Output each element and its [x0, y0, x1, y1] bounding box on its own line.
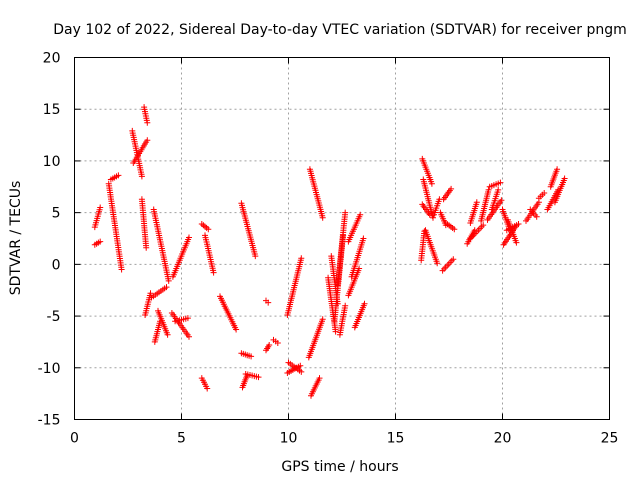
data-point-trace-22: [239, 373, 250, 391]
y-tick-label: -5: [47, 309, 61, 325]
data-point-trace-23: [242, 371, 262, 381]
data-point-trace-5: [130, 137, 151, 166]
data-point-trace-29: [284, 362, 304, 376]
data-point-trace-2: [105, 180, 125, 273]
data-point-trace-18: [202, 232, 217, 276]
data-point-trace-19: [217, 293, 240, 333]
data-point-trace-49: [439, 256, 457, 274]
data-point-trace-13: [169, 234, 192, 280]
x-tick-label: 25: [601, 431, 619, 447]
x-axis-label: GPS time / hours: [281, 459, 398, 475]
data-point-trace-41: [351, 300, 368, 331]
data-point-trace-56: [486, 179, 504, 190]
data-point-trace-37: [336, 302, 349, 338]
data-point-trace-43: [419, 155, 435, 187]
data-point-trace-31: [308, 375, 323, 399]
data-point-trace-57: [484, 197, 505, 223]
y-tick-label: -15: [38, 413, 61, 429]
data-point-trace-39: [345, 265, 363, 299]
data-point-trace-65: [535, 190, 548, 202]
data-point-trace-20: [238, 200, 259, 260]
data-point-trace-11: [148, 284, 170, 301]
tick-labels: 0 5 10 15 20 25 -15 -10 -5 0 5 10 15 20: [38, 51, 619, 447]
data-point-trace-21: [238, 350, 255, 360]
data-point-trace-1: [91, 238, 104, 248]
y-tick-label: 5: [52, 206, 61, 222]
data-point-trace-53: [467, 199, 480, 226]
data-marks: [91, 104, 568, 399]
plot-frame: [74, 57, 610, 420]
data-point-trace-36: [334, 209, 349, 288]
data-point-trace-67: [547, 166, 561, 190]
data-point-trace-32: [305, 316, 326, 361]
data-point-trace-9: [150, 206, 172, 284]
x-tick-label: 20: [494, 431, 512, 447]
data-point-trace-58: [488, 186, 502, 213]
data-point-trace-27: [284, 255, 305, 318]
data-point-trace-25: [263, 342, 273, 354]
data-point-trace-24: [263, 297, 272, 306]
data-point-trace-40: [348, 235, 367, 280]
data-point-trace-30: [306, 166, 326, 221]
data-point-trace-44: [420, 176, 436, 221]
data-point-trace-62: [504, 216, 520, 246]
x-tick-label: 0: [70, 431, 79, 447]
data-point-trace-16: [198, 375, 211, 392]
data-point-trace-7: [141, 104, 151, 126]
data-point-trace-46: [422, 227, 441, 267]
data-point-trace-51: [442, 220, 458, 233]
data-point-trace-50: [440, 185, 455, 203]
y-tick-label: -10: [38, 361, 61, 377]
x-tick-label: 10: [280, 431, 298, 447]
data-point-trace-8: [142, 290, 154, 318]
data-point-trace-26: [270, 336, 281, 346]
y-tick-label: 20: [43, 51, 61, 67]
data-point-trace-0: [91, 204, 104, 231]
chart-title: Day 102 of 2022, Sidereal Day-to-day VTE…: [53, 22, 627, 38]
data-point-trace-45: [419, 201, 433, 218]
data-point-trace-17: [198, 221, 212, 233]
data-point-trace-47: [431, 196, 443, 218]
y-axis-label: SDTVAR / TECUs: [8, 181, 24, 296]
y-tick-label: 10: [43, 154, 61, 170]
data-point-trace-42: [418, 228, 428, 264]
grid: [74, 57, 610, 420]
y-tick-label: 0: [52, 257, 61, 273]
data-point-trace-10: [151, 318, 164, 345]
data-point-trace-68: [551, 175, 568, 206]
data-point-trace-55: [478, 186, 492, 224]
data-point-trace-64: [527, 206, 540, 220]
data-point-trace-14: [168, 310, 192, 340]
data-point-trace-6: [138, 196, 150, 251]
data-point-trace-15: [172, 315, 191, 325]
y-tick-label: 15: [43, 102, 61, 118]
x-tick-label: 15: [387, 431, 405, 447]
data-point-trace-54: [467, 222, 487, 242]
data-point-trace-12: [155, 307, 171, 338]
x-tick-label: 5: [177, 431, 186, 447]
data-point-trace-3: [107, 172, 122, 183]
axis-ticks: [74, 57, 610, 420]
data-point-trace-38: [345, 211, 364, 245]
